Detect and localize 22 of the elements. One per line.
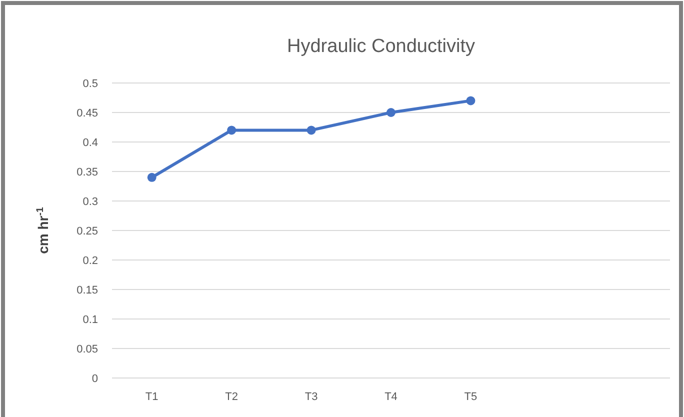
y-tick-label: 0: [92, 372, 98, 385]
y-tick-label: 0.15: [76, 284, 98, 296]
x-tick-label: T4: [384, 391, 398, 403]
y-tick-label: 0.35: [76, 166, 98, 178]
y-tick-label: 0.2: [82, 254, 98, 267]
x-tick-label: T2: [225, 391, 238, 403]
y-tick-label: 0.45: [76, 107, 98, 120]
x-tick-label: T3: [304, 391, 318, 403]
y-tick-label: 0.5: [82, 78, 98, 90]
point: [466, 96, 476, 106]
y-tick-label: 0.4: [82, 136, 98, 149]
y-tick-label: 0.05: [76, 343, 98, 356]
x-tick-label: T5: [464, 391, 478, 403]
point: [227, 126, 236, 135]
x-tick-label: T1: [145, 391, 158, 403]
y-tick-label: 0.25: [76, 225, 98, 238]
y-tick-label: 0.1: [82, 314, 98, 326]
chart-title: Hydraulic Conductivity: [287, 36, 476, 57]
point: [386, 108, 396, 117]
point: [147, 172, 156, 182]
point: [306, 126, 316, 135]
y-tick-label: 0.3: [82, 196, 98, 208]
